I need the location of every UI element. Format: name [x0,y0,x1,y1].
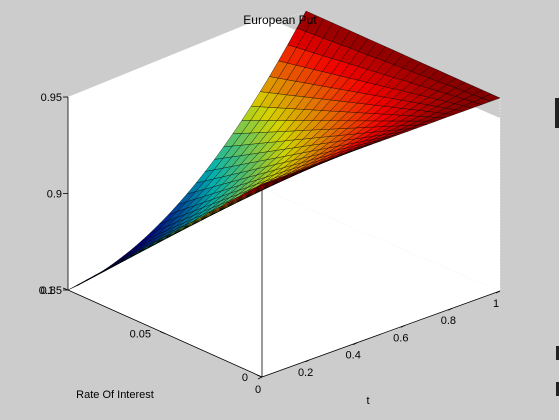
x-tick-label: 0.2 [298,367,313,379]
z-tick-label: 0.9 [47,189,62,201]
tick-labels: 0 0.2 0.4 0.6 0.8 1 0 0.05 0.10.85 0.9 0.95 [39,92,499,396]
grid-line [67,10,307,185]
axis-line [261,290,501,378]
y-tick [159,331,166,334]
tick-marks [62,96,501,380]
window-edge [549,0,559,420]
x-tick-label: 0 [255,384,261,396]
surface-patch [481,93,501,102]
y-tick-label: 0 [242,372,248,384]
left-wall [68,17,265,290]
x-tick-label: 0.6 [393,332,408,344]
y-tick [256,374,263,378]
x-tick [400,325,405,328]
x-tick [257,376,263,380]
z-tick-label: 0.85 [41,285,62,297]
grid-line [67,203,307,378]
floor [68,190,500,377]
x-tick-label: 0.8 [441,315,456,327]
x-tick-label: 1 [493,298,499,310]
chart-title: European Put [243,13,317,27]
y-tick-label: 0.05 [130,329,151,341]
y-tick-label: 0.1 [39,285,54,297]
x-tick [495,290,501,294]
z-tick-label: 0.95 [41,92,62,104]
grid-line [67,107,307,281]
x-tick-label: 0.4 [346,350,361,362]
surface-mesh [67,10,501,291]
x-axis-label: t [366,395,369,407]
x-tick [353,342,358,345]
x-tick [305,359,310,363]
y-axis-label: Rate Of Interest [76,389,154,401]
x-tick [448,307,453,311]
